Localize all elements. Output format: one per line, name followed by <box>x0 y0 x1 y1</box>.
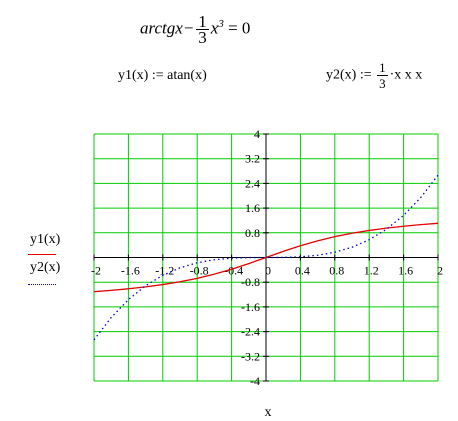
x-tick-label: 1.2 <box>364 264 379 278</box>
legend-y1-line <box>28 254 56 255</box>
y-tick-label: -1.6 <box>241 300 260 314</box>
x-tick-label: -1.2 <box>155 264 174 278</box>
y-tick-label: -3.2 <box>241 349 260 363</box>
y-tick-label: 0.8 <box>245 226 260 240</box>
definition-y2-prefix: y2(x) := <box>326 67 372 83</box>
definition-y2-suffix: ·x x x <box>389 67 423 83</box>
equation-rhs: = 0 <box>228 18 251 38</box>
x-tick-label: 2 <box>437 264 443 278</box>
series-line-1 <box>93 222 439 293</box>
curves <box>93 174 439 341</box>
equation-minus: − <box>182 18 195 38</box>
equation-fraction-denominator: 3 <box>198 28 207 47</box>
x-axis-label: x <box>265 405 272 420</box>
legend-y2-line <box>28 284 56 285</box>
x-tick-label: 1.6 <box>398 264 413 278</box>
x-tick-label: 0.4 <box>295 264 310 278</box>
x-tick-label: -0.8 <box>190 264 209 278</box>
x-tick-label: -1.6 <box>121 264 140 278</box>
equation: arctgx− 1 3 x3 = 0 <box>140 12 251 47</box>
y-tick-label: -2.4 <box>241 325 260 339</box>
legend-y1-label: y1(x) <box>30 232 61 247</box>
definition-y2-fraction-denominator: 3 <box>379 76 386 91</box>
y-tick-label: -0.8 <box>241 275 260 289</box>
equation-power: 3 <box>218 17 224 30</box>
y-tick-label: 4 <box>254 127 260 141</box>
definition-y2-fraction-numerator: 1 <box>377 60 388 76</box>
x-tick-label: 0.8 <box>329 264 344 278</box>
x-tick-label: 0 <box>265 264 271 278</box>
definition-y2: y2(x) := 1 3 ·x x x <box>326 60 422 91</box>
x-tick-labels: -2 -1.6 -1.2 -0.8 -0.4 0 0.4 0.8 1.2 1.6 2 <box>91 264 443 278</box>
x-tick-label: -2 <box>91 264 101 278</box>
equation-variable: x <box>210 18 219 38</box>
equation-fraction-numerator: 1 <box>196 12 209 31</box>
y-tick-label: 3.2 <box>245 152 260 166</box>
equation-function: arctgx <box>140 18 183 38</box>
series-line-2 <box>93 174 439 341</box>
y-tick-label: 1.6 <box>245 201 260 215</box>
y-tick-labels: 4 3.2 2.4 1.6 0.8 -0.8 -1.6 -2.4 -3.2 -4 <box>241 127 260 388</box>
legend-y2-label: y2(x) <box>30 260 61 275</box>
definition-y1: y1(x) := atan(x) <box>118 68 207 83</box>
y-tick-label: -4 <box>250 374 260 388</box>
y-tick-label: 2.4 <box>245 176 260 190</box>
